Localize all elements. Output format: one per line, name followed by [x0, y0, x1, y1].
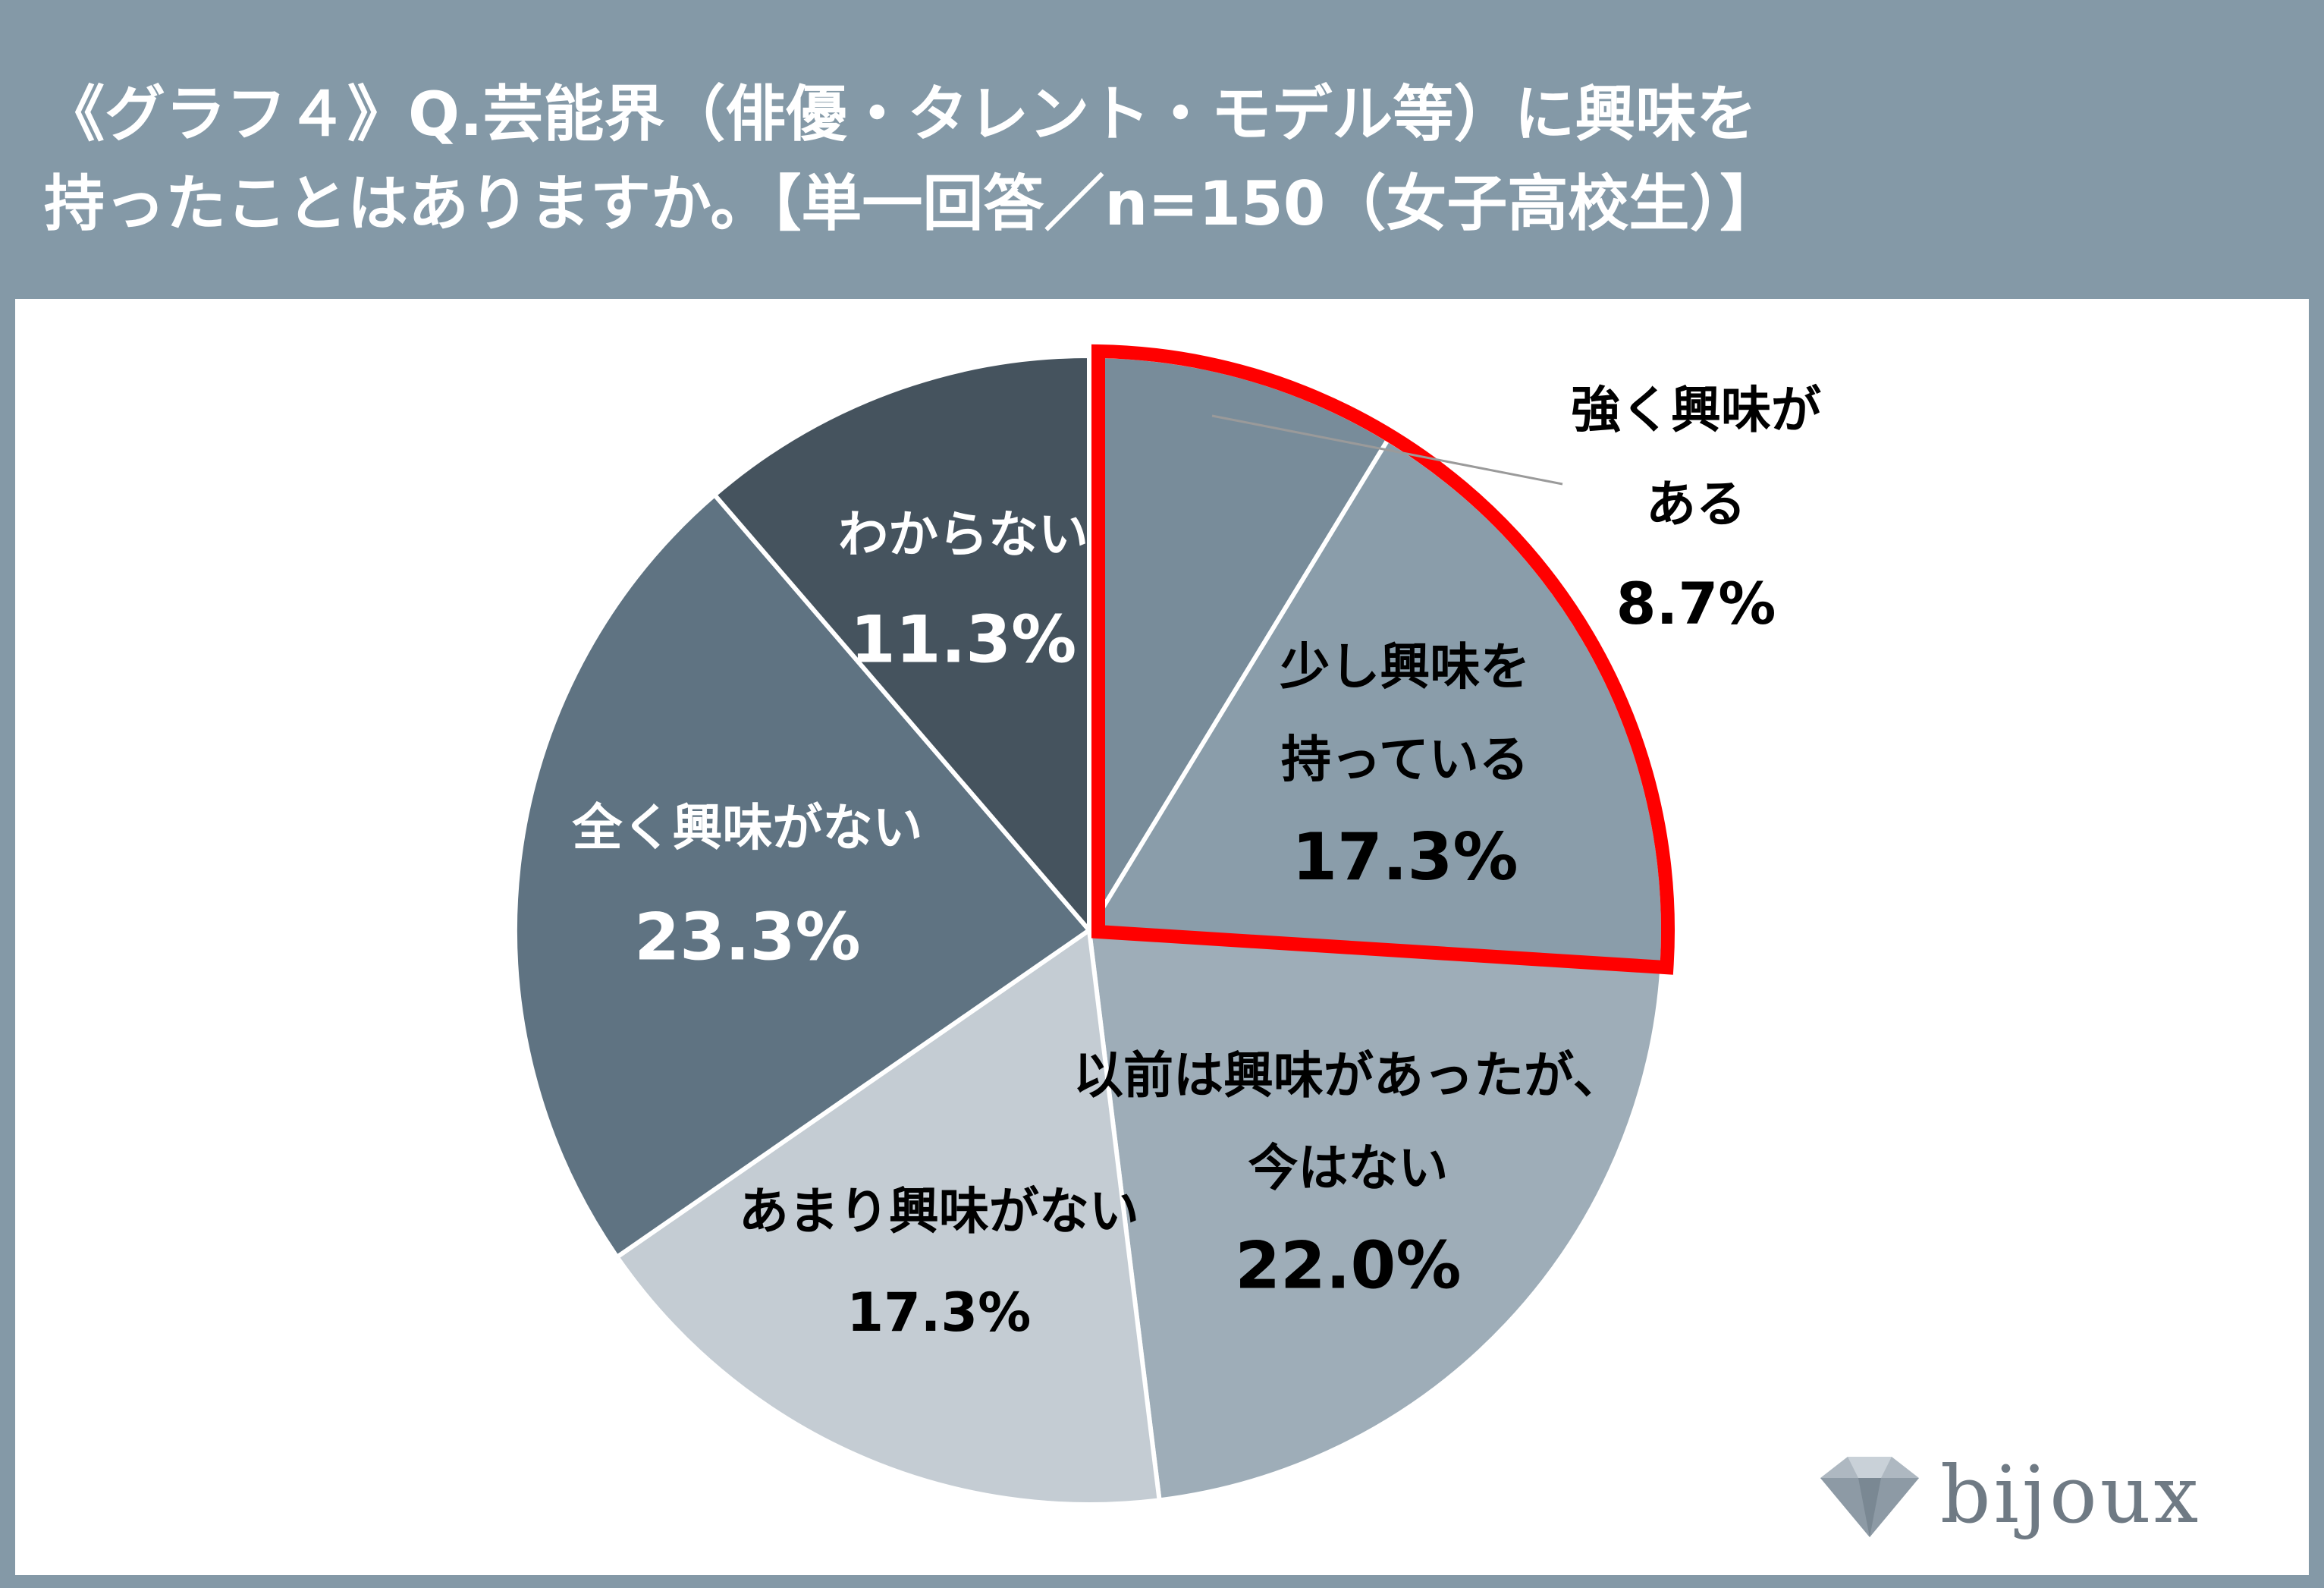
- slice-2-label-line-1: 少し興味を: [1280, 638, 1530, 697]
- chart-title-line-2: 持ったことはありますか。【単一回答／n=150（女子高校生）】: [44, 168, 1781, 239]
- pie-slice-3: [1087, 928, 1665, 1503]
- slice-1-label-line-2: ある: [1646, 475, 1746, 533]
- slice-2-label-line-2: 持っている: [1281, 731, 1529, 789]
- slice-5-value-label: 23.3%: [634, 900, 860, 976]
- slice-1-label-line-1: 強く興味が: [1571, 381, 1821, 439]
- highlight-outline: [1091, 344, 1675, 975]
- slice-3-label-line-2: 今はない: [1248, 1139, 1448, 1197]
- slice-3-value-label: 22.0%: [1235, 1228, 1461, 1304]
- slice-2-value-label: 17.3%: [1292, 819, 1518, 895]
- slice-4-label-line-1: あまり興味がない: [739, 1182, 1139, 1241]
- slice-6-value-label: 11.3%: [850, 602, 1076, 678]
- slice-4-value-label: 17.3%: [846, 1281, 1031, 1344]
- bijoux-logo: bijoux: [1805, 1442, 2200, 1563]
- logo-text: bijoux: [1940, 1448, 2202, 1541]
- slice-3-label-line-1: 以前は興味があったが、: [1073, 1046, 1623, 1105]
- slice-6-label-line-1: わからない: [838, 505, 1088, 564]
- pie-slice-4: [614, 928, 1162, 1507]
- diamond-icon: [1820, 1457, 1919, 1537]
- pie-slice-6: [712, 354, 1091, 932]
- chart-title-line-1: 《グラフ４》Q.芸能界（俳優・タレント・モデル等）に興味を: [44, 79, 1757, 149]
- pie-slice-5: [513, 492, 1091, 1259]
- leader-line-1: [1211, 414, 1563, 486]
- slice-5-label-line-1: 全く興味がない: [571, 798, 922, 857]
- slice-1-value-label: 8.7%: [1616, 570, 1776, 637]
- chart-title: 《グラフ４》Q.芸能界（俳優・タレント・モデル等）に興味を 持ったことはあります…: [44, 70, 2244, 249]
